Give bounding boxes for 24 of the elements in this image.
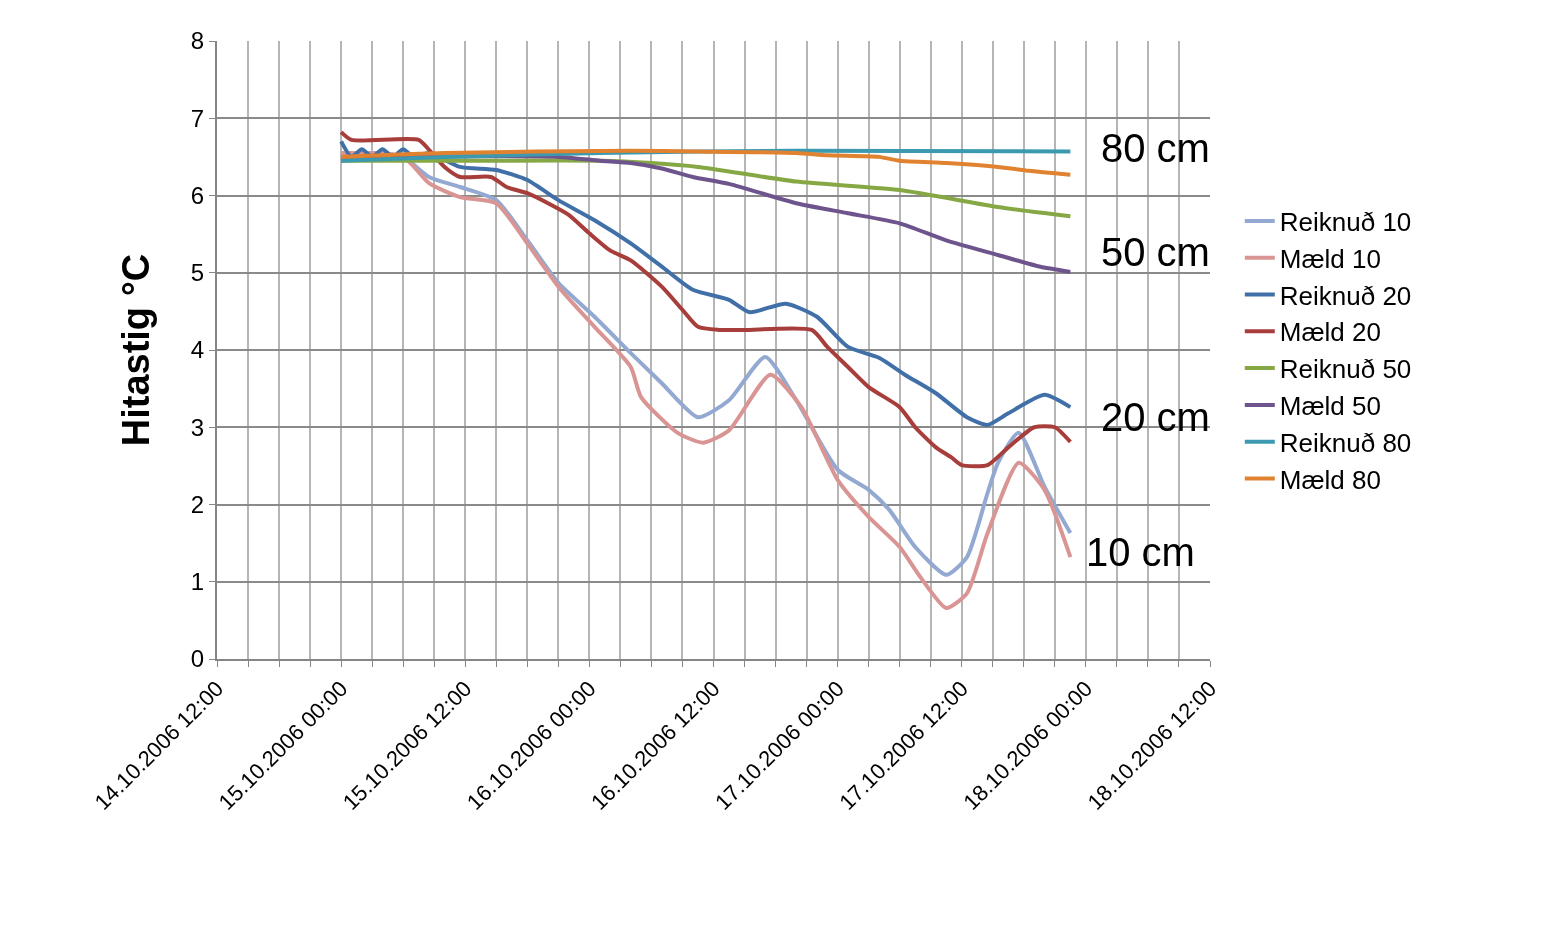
y-axis-title: Hitastig °C xyxy=(114,253,157,447)
line-series xyxy=(339,148,1073,177)
legend-label: Mæld 20 xyxy=(1279,317,1381,348)
legend-label: Reiknuð 10 xyxy=(1279,207,1412,238)
y-tick-label: 6 xyxy=(190,181,205,209)
y-tick-label: 0 xyxy=(190,645,205,673)
legend-label: Reiknuð 80 xyxy=(1279,427,1412,458)
y-tick-label: 8 xyxy=(190,27,205,55)
legend-label: Reiknuð 20 xyxy=(1279,280,1412,311)
y-tick-label: 2 xyxy=(190,490,205,518)
y-tick-label: 1 xyxy=(190,568,205,596)
y-tick-label: 7 xyxy=(190,104,205,132)
annotation: 10 cm xyxy=(1086,530,1195,574)
legend-label: Mæld 50 xyxy=(1279,391,1381,422)
legend-label: Mæld 80 xyxy=(1279,464,1381,495)
y-tick-label: 3 xyxy=(190,413,205,441)
y-tick-label: 5 xyxy=(190,259,205,287)
y-tick-label: 4 xyxy=(190,336,205,364)
line-series xyxy=(339,130,1073,469)
annotation: 80 cm xyxy=(1101,126,1210,170)
legend-label: Mæld 10 xyxy=(1279,243,1381,274)
legend-label: Reiknuð 50 xyxy=(1279,354,1412,385)
annotation: 20 cm xyxy=(1101,395,1210,439)
annotation: 50 cm xyxy=(1101,230,1210,274)
